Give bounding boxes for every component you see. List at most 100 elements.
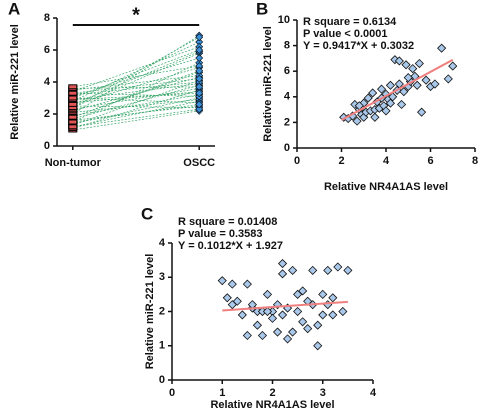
marker (68, 84, 78, 90)
point (352, 116, 362, 126)
point (288, 265, 298, 275)
pair-line (72, 70, 200, 118)
point (277, 269, 288, 279)
point (328, 310, 338, 320)
point (257, 330, 268, 341)
y-tick-label: 4 (44, 76, 51, 88)
marker (195, 66, 204, 75)
point (288, 327, 298, 337)
pair-line (72, 94, 200, 116)
point (313, 320, 323, 330)
marker (68, 90, 78, 96)
point (298, 317, 308, 327)
point (394, 56, 404, 66)
x-tick-label: 2 (269, 387, 275, 399)
pair-line (72, 75, 200, 91)
x-tick-label: 1 (219, 387, 225, 399)
y-tick-label: 6 (44, 44, 50, 56)
marker (68, 114, 78, 120)
point (408, 64, 418, 74)
point (303, 324, 313, 334)
pair-line (72, 76, 200, 112)
fit-line (222, 300, 348, 312)
point (388, 92, 398, 102)
marker (68, 119, 78, 125)
point (293, 306, 303, 317)
point (381, 106, 391, 116)
point (430, 79, 440, 89)
y-tick-label: 0 (284, 142, 290, 154)
point (318, 310, 328, 320)
y-tick-label: 2 (44, 108, 50, 120)
x-tick-label: 2 (338, 155, 344, 167)
pair-line (72, 92, 200, 100)
point (267, 313, 278, 323)
significance: * (132, 4, 140, 26)
point (313, 341, 323, 351)
x-tick-label: 8 (472, 155, 478, 167)
point (323, 300, 333, 310)
point (217, 276, 227, 286)
annotation: R square = 0.01408 (178, 216, 277, 228)
annotation: P value = 0.3583 (178, 228, 263, 240)
pair-line (72, 92, 200, 97)
pair-line (72, 81, 200, 96)
marker (195, 33, 204, 42)
point (338, 306, 348, 317)
y-tick-label: 4 (159, 237, 166, 249)
panel-letter: B (256, 0, 268, 18)
y-tick-label: 3 (159, 271, 165, 283)
marker (195, 89, 204, 98)
pair-line (72, 104, 200, 123)
pair-line (72, 62, 200, 123)
point (252, 320, 262, 330)
y-tick-label: 8 (44, 12, 50, 24)
point (323, 265, 333, 275)
marker (68, 95, 78, 101)
x-axis-label: Relative NR4A1AS level (210, 399, 334, 411)
point (277, 258, 288, 269)
y-tick-label: 2 (159, 305, 165, 317)
point (333, 262, 343, 272)
pair-line (72, 83, 200, 100)
x-tick-label: Non-tumor (45, 157, 102, 169)
y-axis-label: Relative miR-221 level (9, 24, 21, 140)
y-tick-label: 1 (159, 340, 165, 352)
point (401, 60, 411, 70)
marker (68, 101, 78, 107)
pair-line (72, 52, 200, 108)
y-tick-label: 2 (284, 116, 290, 128)
y-axis-label: Relative miR-221 level (262, 26, 274, 142)
pair-line (72, 86, 200, 89)
marker (195, 74, 204, 83)
pair-line (72, 41, 200, 102)
x-tick-label: 0 (294, 155, 300, 167)
point (397, 99, 407, 110)
pair-line (72, 88, 200, 110)
pair-line (72, 57, 200, 97)
point (385, 98, 396, 108)
point (222, 293, 232, 303)
point (412, 80, 422, 90)
point (448, 61, 458, 71)
y-tick-label: 6 (284, 65, 290, 77)
marker (195, 100, 204, 109)
point (283, 334, 293, 344)
y-tick-label: 4 (284, 91, 291, 103)
point (443, 74, 453, 84)
x-tick-label: 3 (320, 387, 326, 399)
annotation: P value < 0.0001 (303, 28, 388, 40)
annotation: Y = 0.1012*X + 1.927 (178, 240, 283, 252)
marker (195, 54, 204, 62)
point (242, 330, 252, 341)
point (343, 265, 353, 275)
annotation: R square = 0.6134 (303, 16, 397, 28)
point (376, 84, 387, 94)
pair-line (72, 89, 200, 129)
point (237, 310, 247, 320)
point (414, 58, 424, 69)
x-tick-label: 0 (169, 387, 175, 399)
point (298, 286, 308, 296)
annotation: Y = 0.9417*X + 0.3032 (303, 40, 414, 52)
